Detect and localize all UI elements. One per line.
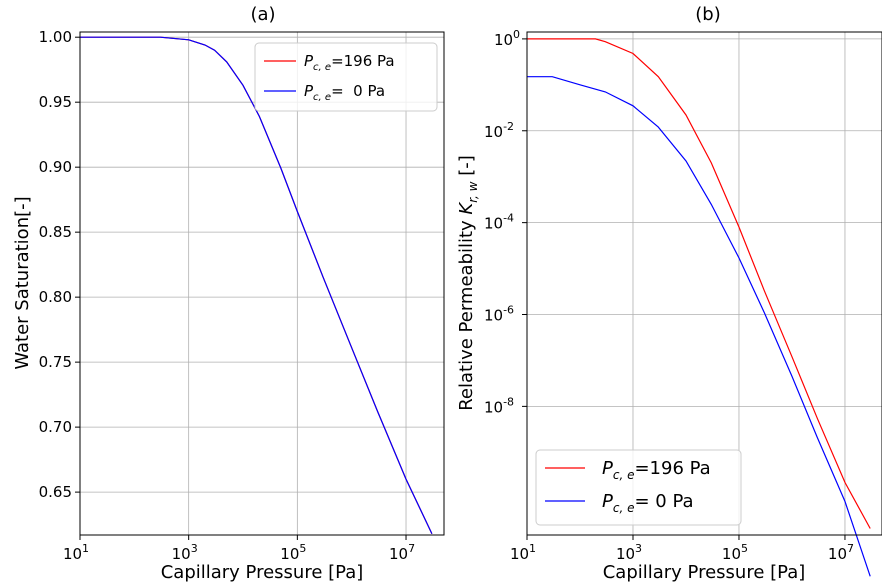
panel-b-series-line-1 [527, 76, 871, 577]
panel-a-x-tick-label-exponent: 7 [408, 542, 415, 555]
panel-a-y-tick-label: 1.00 [39, 28, 72, 46]
panel-b-y-tick-label-base: 10 [484, 307, 503, 325]
panel-b-frame [526, 31, 882, 536]
panel-b-legend-symbol-1: P [602, 491, 613, 512]
panel-b-series-line-0 [527, 38, 871, 529]
panel-a-x-tick-label: 103 [172, 542, 198, 563]
panel-a-title: (a) [250, 4, 275, 25]
panel-b-title: (b) [695, 4, 720, 25]
panel-a-x-tick-label-exponent: 5 [299, 542, 306, 555]
panel-b-x-tick-label: 107 [828, 542, 854, 563]
panel-a-legend-symbol-0: P [304, 52, 314, 70]
panel-a-x-tick-label-exponent: 3 [191, 542, 198, 555]
panel-a-x-tick-label-base: 10 [172, 545, 191, 563]
panel-b-y-tick-label: 10-8 [484, 395, 514, 416]
panel-b-x-tick-label-base: 10 [828, 545, 847, 563]
panel-a-x-tick-label-base: 10 [63, 545, 82, 563]
panel-b-x-tick-label-base: 10 [616, 545, 635, 563]
panel-a-frame [79, 31, 445, 536]
panel-a-y-tick-label: 0.75 [39, 353, 72, 371]
panel-b-y-tick-label: 10-6 [484, 304, 514, 325]
panel-b-y-axis-label: Relative Permeability Kr, w [-] [456, 155, 480, 411]
panel-b-x-tick-label-base: 10 [722, 545, 741, 563]
panel-a-y-tick-label: 0.85 [39, 223, 72, 241]
panel-b-y-tick-label: 10-2 [484, 120, 514, 141]
panel-a-x-axis-label: Capillary Pressure [Pa] [161, 562, 364, 583]
panel-a-legend-box [254, 42, 438, 112]
panel-b-legend-sub-0: c, e [613, 468, 635, 482]
panel-b-x-tick-label-exponent: 3 [635, 542, 642, 555]
panel-a-x-tick-label-exponent: 1 [82, 542, 89, 555]
panel-a-y-tick-label: 0.95 [39, 93, 72, 111]
panel-a-y-tick-label: 0.65 [39, 483, 72, 501]
panel-a-x-tick-label: 107 [389, 542, 415, 563]
panel-b-x-tick-label-exponent: 1 [529, 542, 536, 555]
panel-a-y-tick-label: 0.70 [39, 418, 72, 436]
panel-b-y-tick-label-exponent: -8 [503, 395, 514, 408]
panel-a-x-tick-label-base: 10 [389, 545, 408, 563]
panel-b-series [527, 38, 871, 577]
panel-b-y-tick-label-exponent: -6 [503, 304, 514, 317]
panel-a-x-tick-label: 101 [63, 542, 89, 563]
panel-b-legend-label-0: Pc, e=196 Pa [602, 458, 711, 482]
panel-a-x-tick-label: 105 [280, 542, 306, 563]
panel-a-legend-sub-1: c, e [313, 92, 331, 103]
panel-a-y-tick-label: 0.80 [39, 288, 72, 306]
panel-b-y-tick-label-base: 10 [494, 31, 513, 49]
panel-a: (a) 101 103 105 107 0.650.700.750.800.850.9… [12, 4, 445, 583]
panel-b-y-tick-label-exponent: -2 [503, 120, 514, 133]
panel-b-y-axis-symbol: K [456, 202, 477, 215]
panel-a-legend-rest-1: = 0 Pa [331, 82, 385, 100]
panel-b-x-tick-label: 101 [510, 542, 536, 563]
panel-b-x-tick-label-exponent: 5 [741, 542, 748, 555]
panel-b-y-tick-label-exponent: -4 [503, 212, 514, 225]
panel-a-x-ticks: 101 103 105 107 [63, 535, 415, 563]
panel-b-x-axis-label: Capillary Pressure [Pa] [603, 562, 806, 583]
panel-a-legend-symbol-1: P [304, 82, 314, 100]
panel-a-legend-rest-0: =196 Pa [331, 52, 395, 70]
panel-b-y-tick-label-exponent: 0 [513, 28, 520, 41]
panel-b-y-tick-label: 10-4 [484, 212, 514, 233]
panel-b-legend-box [535, 449, 742, 526]
panel-b-y-tick-label-base: 10 [484, 123, 503, 141]
panel-b-y-axis-sub: r, w [466, 181, 480, 202]
panel-a-legend-label-1: Pc, e= 0 Pa [304, 82, 385, 103]
panel-a-series [80, 36, 433, 534]
panel-a-y-ticks: 0.65 0.70 0.75 0.80 0.85 0.90 0.95 1.00 [39, 28, 80, 501]
panel-b-legend-rest-1: = 0 Pa [634, 491, 693, 512]
panel-b-y-axis-text: Relative Permeability [456, 215, 477, 411]
panel-a-legend-label-0: Pc, e=196 Pa [304, 52, 395, 73]
panel-a-y-axis-label: Water Saturation[-] [12, 196, 33, 369]
panel-b-x-tick-label-exponent: 7 [847, 542, 854, 555]
panel-a-y-tick-label: 0.90 [39, 158, 72, 176]
panel-b-legend-label-1: Pc, e= 0 Pa [602, 491, 694, 515]
panel-b-legend-symbol-0: P [602, 458, 613, 479]
panel-b-legend-rest-0: =196 Pa [634, 458, 710, 479]
panel-b-y-axis-unit: [-] [456, 155, 477, 181]
panel-a-series-line-1 [80, 36, 433, 534]
panel-a-legend-sub-0: c, e [313, 62, 331, 73]
panel-b-y-tick-label: 100 [494, 28, 520, 49]
panel-a-series-line-0 [80, 36, 433, 534]
panel-a-x-tick-label-base: 10 [280, 545, 299, 563]
panel-a-legend: Pc, e=196 Pa Pc, e= 0 Pa [254, 42, 438, 112]
panel-b-x-tick-label: 103 [616, 542, 642, 563]
panel-b-x-tick-label-base: 10 [510, 545, 529, 563]
panel-b-y-tick-label-base: 10 [484, 398, 503, 416]
panel-b-y-tick-label-base: 10 [484, 215, 503, 233]
panel-b-x-tick-label: 105 [722, 542, 748, 563]
panel-b-x-ticks: 101 103 105 107 [510, 535, 854, 563]
panel-b-legend: Pc, e=196 Pa Pc, e= 0 Pa [535, 449, 742, 526]
panel-b-legend-sub-1: c, e [613, 501, 635, 515]
